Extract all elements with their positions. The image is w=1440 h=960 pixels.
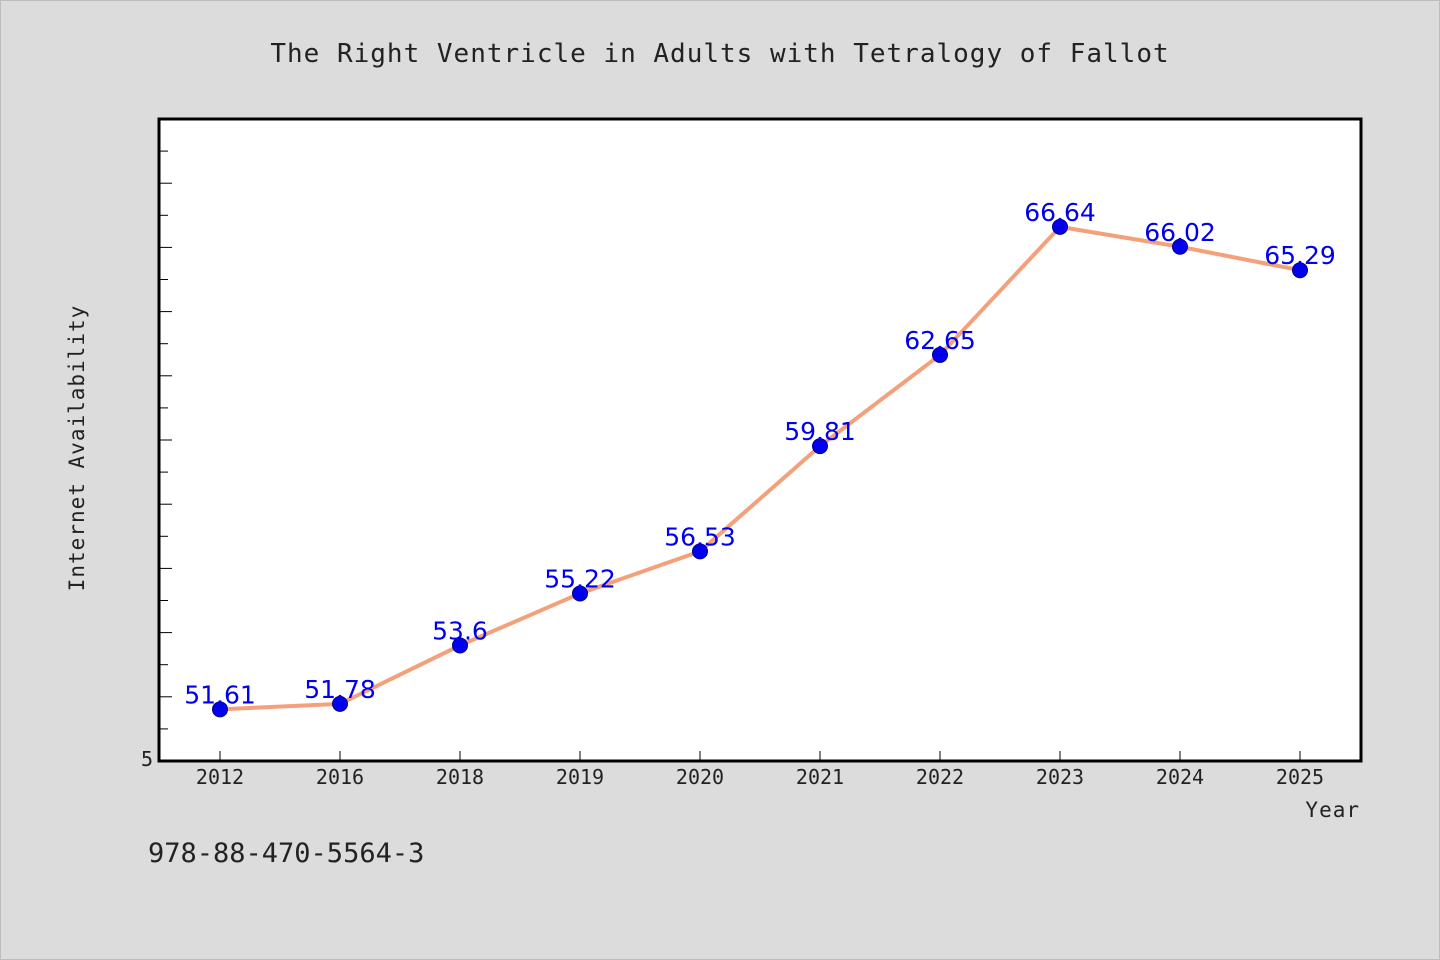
- data-point: [932, 346, 948, 363]
- x-tick-label: 2024: [1156, 765, 1204, 789]
- x-tick-label: 2019: [556, 765, 604, 789]
- data-point: [1292, 262, 1308, 279]
- data-point: [812, 438, 828, 455]
- data-point: [572, 585, 588, 602]
- data-label: 66.64: [1024, 198, 1096, 227]
- data-label: 59.81: [784, 417, 856, 446]
- y-axis-ticks: 5: [141, 150, 172, 771]
- data-label: 66.02: [1144, 218, 1216, 247]
- y-tick-label: 5: [141, 747, 153, 771]
- data-label: 56.53: [664, 522, 736, 551]
- x-tick-label: 2020: [676, 765, 724, 789]
- data-point: [1052, 218, 1068, 235]
- data-label: 65.29: [1264, 241, 1336, 270]
- x-tick-label: 2016: [316, 765, 364, 789]
- y-axis-title: Internet Availability: [65, 305, 89, 592]
- data-label: 62.65: [904, 326, 976, 355]
- x-axis-title: Year: [1305, 798, 1360, 822]
- series-line: [219, 224, 1301, 712]
- data-label: 55.22: [544, 564, 616, 593]
- x-axis-ticks: 2012 2016 2018 2019 2020 2021 2022 2023 2024 2025: [196, 751, 1324, 789]
- x-tick-label: 2021: [796, 765, 844, 789]
- data-labels: 51.61 51.78 53.6 55.22 56.53 59.81 62.65 66.64 6…: [184, 198, 1336, 709]
- isbn-footer: 978-88-470-5564-3: [148, 838, 424, 869]
- x-tick-label: 2023: [1036, 765, 1084, 789]
- data-label: 51.78: [304, 675, 376, 704]
- data-series: [212, 218, 1308, 718]
- data-point: [692, 543, 708, 560]
- x-tick-label: 2012: [196, 765, 244, 789]
- x-tick-label: 2022: [916, 765, 964, 789]
- x-tick-label: 2025: [1276, 765, 1324, 789]
- data-label: 51.61: [184, 680, 256, 709]
- data-point: [1172, 238, 1188, 255]
- chart-title: The Right Ventricle in Adults with Tetra…: [270, 39, 1169, 69]
- data-point: [332, 695, 348, 712]
- data-point: [212, 701, 228, 718]
- data-point: [452, 637, 468, 654]
- data-label: 53.6: [432, 616, 488, 645]
- x-tick-label: 2018: [436, 765, 484, 789]
- plot-area: [157, 117, 1363, 763]
